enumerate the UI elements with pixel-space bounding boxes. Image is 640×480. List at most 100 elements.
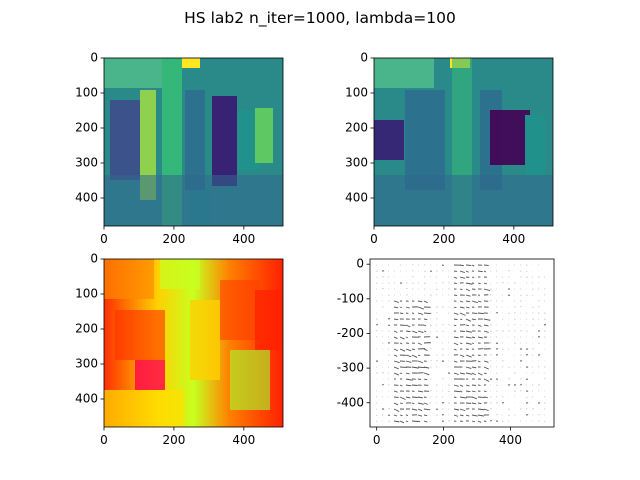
panel-bottom-left-image	[104, 259, 283, 427]
flow-vector	[459, 288, 463, 291]
y-tick-label-top-right: 100	[345, 86, 368, 100]
flow-vector	[477, 282, 481, 285]
flow-vector	[483, 270, 487, 273]
flow-vector	[465, 348, 469, 350]
flow-vector	[471, 372, 476, 376]
flow-vector	[405, 354, 412, 358]
flow-vector	[483, 360, 489, 363]
flow-vector	[483, 288, 491, 291]
flow-vector	[393, 366, 399, 370]
flow-vector	[453, 276, 458, 279]
flow-vector	[465, 336, 472, 339]
flow-vector	[411, 348, 416, 351]
flow-vector	[399, 342, 403, 345]
flow-vector	[483, 408, 489, 412]
flow-vector	[393, 360, 400, 364]
flow-vector	[483, 378, 490, 382]
x-tick-label-bottom-left: 400	[232, 433, 255, 447]
flow-vector	[477, 300, 482, 303]
flow-vector	[477, 270, 483, 273]
flow-vector	[477, 360, 481, 363]
flow-vector	[477, 402, 482, 405]
flow-vector	[399, 420, 405, 424]
x-tick-label-top-left: 0	[100, 232, 108, 246]
flow-vector	[483, 372, 487, 375]
y-tick-label-bottom-left: 200	[75, 322, 98, 336]
x-tick-label-bottom-left: 0	[100, 433, 108, 447]
flow-vector	[393, 318, 399, 321]
flow-vector	[453, 342, 459, 346]
y-tick-label-top-right: 0	[360, 51, 368, 65]
flow-vector	[399, 372, 403, 375]
flow-vector	[405, 420, 409, 423]
flow-vector	[483, 318, 491, 321]
quiver-vectors	[375, 264, 547, 424]
flow-vector	[405, 378, 413, 381]
flow-vector	[405, 396, 411, 399]
flow-vector	[483, 324, 489, 327]
y-tick-label-top-left: 300	[75, 156, 98, 170]
flow-vector	[459, 276, 466, 279]
y-tick-label-bottom-left: 300	[75, 357, 98, 371]
flow-vector	[423, 378, 428, 381]
y-tick-label-top-left: 400	[75, 191, 98, 205]
flow-vector	[453, 336, 459, 339]
flow-vector	[423, 348, 428, 351]
flow-vector	[483, 390, 487, 393]
flow-vector	[417, 396, 423, 399]
flow-vector	[465, 288, 471, 292]
flow-vector	[393, 354, 398, 357]
flow-vector	[471, 318, 476, 321]
flow-vector	[471, 414, 478, 417]
flow-vector	[417, 300, 423, 303]
y-tick-label-bottom-left: 100	[75, 287, 98, 301]
y-tick-label-bottom-right: -400	[337, 395, 364, 409]
flow-vector	[417, 420, 421, 423]
flow-vector	[393, 336, 398, 339]
flow-vector	[417, 342, 422, 346]
flow-vector	[423, 402, 428, 405]
flow-vector	[453, 414, 458, 417]
flow-vector	[453, 360, 458, 363]
flow-vector	[465, 354, 472, 358]
flow-vector	[453, 384, 459, 387]
flow-vector	[483, 366, 489, 370]
flow-vector	[423, 318, 428, 321]
x-tick-label-top-right: 0	[370, 232, 378, 246]
flow-vector	[423, 408, 431, 411]
flow-vector	[417, 354, 421, 357]
flow-vector	[423, 420, 428, 423]
y-tick-label-bottom-left: 0	[90, 252, 98, 266]
flow-vector	[411, 354, 418, 358]
flow-vector	[471, 336, 476, 339]
flow-vector	[393, 330, 398, 333]
flow-vector	[471, 300, 478, 304]
flow-vector	[423, 312, 431, 315]
flow-vector	[453, 294, 458, 297]
flow-vector	[465, 294, 471, 297]
flow-vector	[477, 354, 481, 357]
flow-vector	[453, 390, 460, 393]
flow-vector	[477, 336, 484, 339]
flow-vector	[405, 360, 412, 363]
flow-vector	[399, 306, 402, 309]
flow-vector	[423, 372, 430, 376]
flow-vector	[459, 384, 464, 387]
x-tick-label-top-right: 200	[432, 232, 455, 246]
flow-vector	[393, 390, 398, 393]
flow-vector	[453, 306, 457, 309]
flow-vector	[471, 402, 477, 405]
flow-vector	[483, 282, 487, 285]
flow-vector	[417, 402, 424, 405]
flow-vector	[423, 324, 427, 327]
flow-vector	[459, 306, 465, 309]
y-tick-label-top-left: 0	[90, 51, 98, 65]
x-tick-label-top-left: 200	[162, 232, 185, 246]
flow-vector	[417, 306, 425, 310]
flow-vector	[405, 330, 411, 333]
flow-vector	[459, 396, 467, 399]
flow-vector	[393, 306, 399, 309]
flow-vector	[465, 390, 471, 393]
flow-vector	[417, 330, 424, 334]
flow-vector	[477, 408, 485, 411]
